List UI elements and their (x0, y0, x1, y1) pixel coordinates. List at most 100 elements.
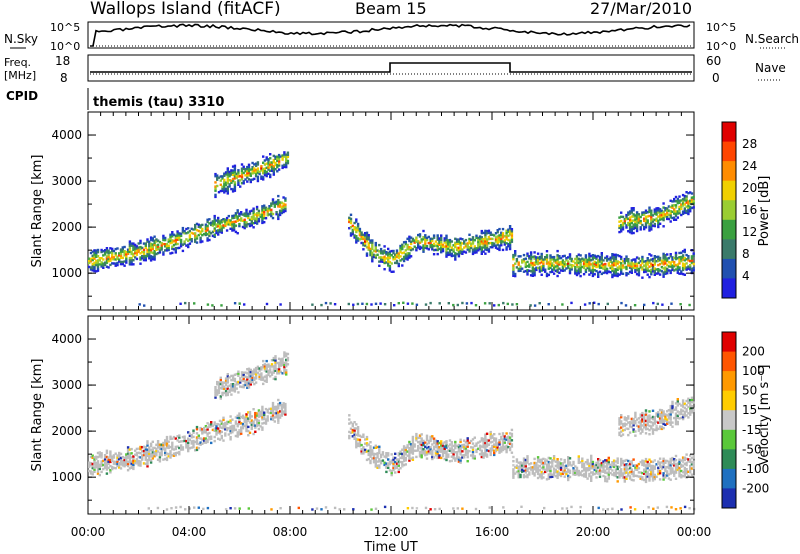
echo-cell (217, 381, 221, 384)
echo-cell (383, 255, 386, 258)
echo-cell (111, 467, 114, 471)
echo-cell (651, 266, 655, 269)
echo-cell (235, 381, 238, 384)
echo-cell (424, 449, 427, 453)
echo-cell (650, 421, 653, 424)
echo-cell (109, 263, 112, 267)
echo-cell (223, 174, 226, 177)
echo-cell (653, 465, 656, 468)
echo-cell (406, 450, 409, 453)
echo-cell (600, 262, 603, 265)
echo-cell (662, 412, 665, 415)
echo-cell (454, 459, 457, 462)
echo-cell (171, 441, 174, 444)
echo-cell (681, 204, 685, 207)
echo-cell (545, 478, 549, 481)
echo-cell (598, 260, 602, 263)
echo-cell (248, 222, 252, 226)
echo-cell (204, 425, 208, 428)
echo-cell (431, 455, 434, 459)
echo-cell (137, 455, 140, 459)
echo-cell (348, 422, 351, 425)
echo-cell (179, 234, 183, 238)
echo-cell (216, 383, 219, 386)
echo-cell (669, 214, 672, 217)
echo-cell (114, 467, 117, 470)
echo-cell (111, 258, 114, 261)
ground-scatter-cell (424, 303, 428, 306)
echo-cell (134, 243, 137, 247)
echo-cell (401, 456, 404, 460)
echo-cell (538, 257, 542, 261)
echo-cell (201, 432, 204, 435)
echo-cell (477, 242, 480, 246)
echo-cell (158, 443, 162, 446)
echo-cell (119, 463, 123, 466)
echo-cell (128, 452, 132, 455)
echo-cell (447, 253, 450, 257)
echo-cell (658, 222, 662, 225)
echo-cell (552, 459, 556, 462)
echo-cell (676, 271, 679, 274)
echo-cell (418, 434, 422, 437)
echo-cell (245, 415, 248, 418)
echo-cell (653, 259, 656, 262)
echo-cell (484, 240, 487, 243)
echo-cell (418, 233, 422, 236)
echo-cell (466, 441, 469, 444)
echo-cell (155, 238, 158, 241)
ground-scatter-cell (324, 301, 328, 305)
echo-cell (98, 473, 101, 477)
echo-cell (678, 462, 681, 465)
echo-cell (397, 264, 400, 268)
echo-cell (448, 243, 452, 246)
echo-cell (533, 251, 536, 254)
echo-cell (666, 470, 669, 473)
echo-cell (556, 268, 559, 271)
echo-cell (107, 266, 110, 269)
echo-cell (558, 463, 561, 466)
echo-cell (160, 246, 163, 249)
echo-cell (280, 211, 284, 215)
echo-cell (268, 411, 271, 415)
echo-cell (141, 454, 144, 457)
echo-cell (197, 223, 200, 226)
echo-cell (226, 186, 229, 189)
echo-cell (279, 370, 282, 373)
echo-cell (278, 416, 282, 419)
ground-scatter-cell (383, 303, 387, 306)
echo-cell (247, 384, 251, 387)
noise-panel: N.Sky 10^5 10^0 10^5 10^0 N.Search (4, 21, 799, 53)
frequency-panel-frame (87, 54, 695, 82)
echo-cell (690, 200, 694, 203)
echo-cell (256, 365, 260, 368)
echo-cell (146, 454, 149, 458)
echo-cell (556, 270, 559, 274)
echo-cell (269, 165, 272, 168)
echo-cell (542, 457, 545, 461)
echo-cell (204, 233, 208, 237)
echo-cell (591, 258, 595, 261)
echo-cell (185, 244, 188, 247)
echo-cell (397, 454, 400, 457)
echo-cell (431, 435, 434, 438)
echo-cell (570, 264, 573, 267)
echo-cell (402, 245, 406, 248)
echo-cell (651, 464, 655, 468)
echo-cell (381, 250, 385, 253)
echo-cell (111, 249, 114, 253)
ground-scatter-cell (570, 301, 573, 305)
echo-cell (146, 444, 149, 447)
echo-cell (438, 448, 441, 451)
echo-cell (399, 255, 402, 258)
echo-cell (447, 243, 450, 246)
echo-cell (392, 464, 395, 468)
echo-cell (409, 242, 413, 246)
echo-cell (551, 256, 554, 259)
echo-cell (218, 425, 222, 429)
echo-cell (204, 431, 208, 434)
echo-cell (387, 264, 390, 267)
echo-cell (471, 442, 475, 445)
echo-cell (635, 227, 639, 231)
